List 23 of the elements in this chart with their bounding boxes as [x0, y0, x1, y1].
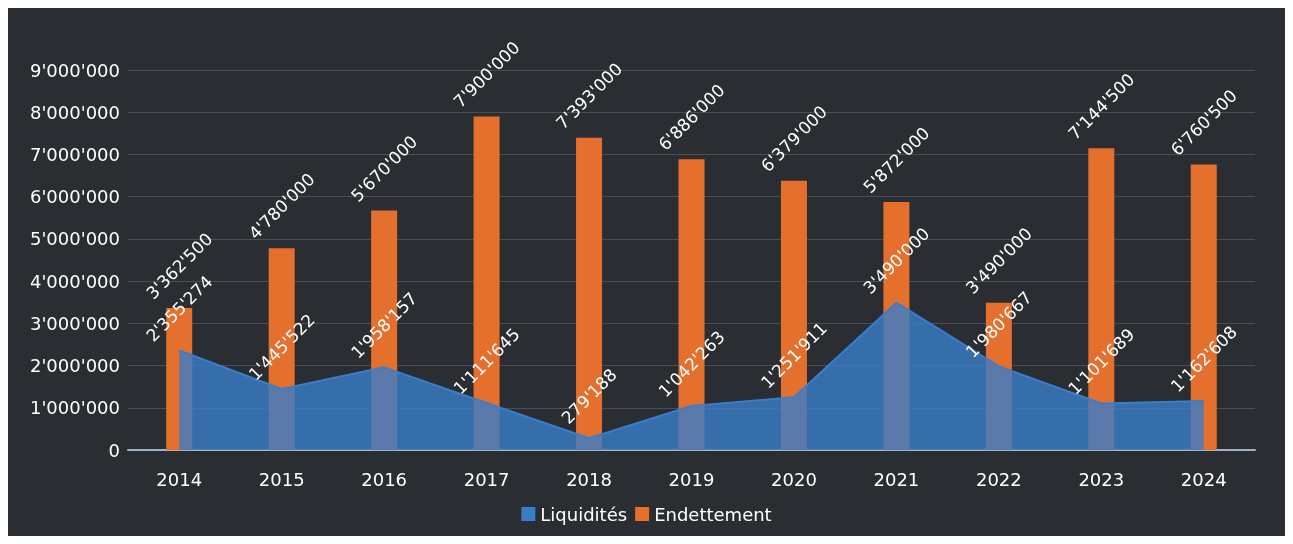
y-tick-label: 7'000'000 [29, 143, 120, 165]
x-tick-label: 2016 [361, 468, 408, 490]
legend-label: Liquidités [540, 503, 628, 525]
y-tick-label: 6'000'000 [29, 186, 120, 208]
x-tick-label: 2018 [566, 468, 612, 490]
y-tick-label: 1'000'000 [29, 397, 120, 419]
x-tick-label: 2022 [975, 468, 1022, 490]
legend-label: Endettement [654, 503, 772, 525]
y-tick-label: 9'000'000 [29, 59, 120, 81]
y-tick-label: 8'000'000 [29, 101, 120, 123]
y-tick-label: 5'000'000 [29, 228, 120, 250]
y-tick-label: 2'000'000 [29, 355, 120, 377]
x-tick-label: 2019 [668, 468, 715, 490]
y-tick-label: 3'000'000 [29, 312, 120, 334]
x-tick-label: 2014 [156, 468, 203, 490]
x-tick-label: 2015 [258, 468, 305, 490]
x-tick-label: 2017 [463, 468, 510, 490]
y-tick-label: 0 [108, 439, 120, 461]
x-tick-label: 2024 [1180, 468, 1227, 490]
x-tick-label: 2020 [771, 468, 817, 490]
y-tick-label: 4'000'000 [29, 270, 120, 292]
x-tick-label: 2023 [1078, 468, 1125, 490]
x-tick-label: 2021 [873, 468, 920, 490]
